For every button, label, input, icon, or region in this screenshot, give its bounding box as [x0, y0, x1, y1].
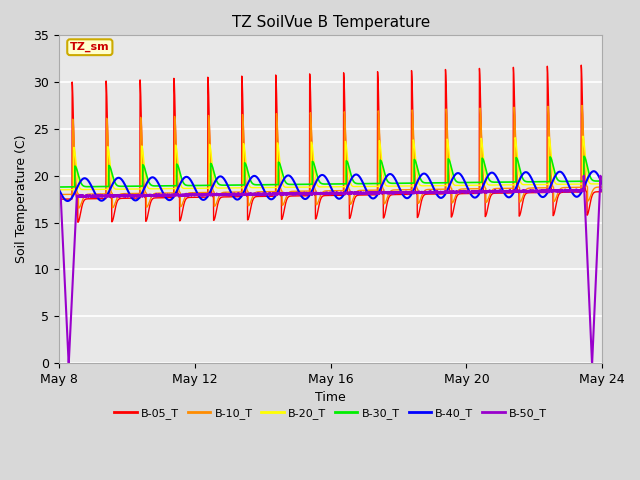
B-50_T	[417, 190, 425, 195]
Line: B-40_T: B-40_T	[59, 171, 602, 201]
B-20_T	[598, 181, 606, 187]
Line: B-10_T: B-10_T	[59, 106, 602, 208]
B-20_T	[406, 183, 414, 189]
B-40_T	[417, 172, 425, 178]
B-10_T	[406, 187, 414, 192]
B-10_T	[481, 183, 488, 189]
B-50_T	[55, 192, 63, 198]
B-50_T	[580, 173, 588, 179]
B-30_T	[598, 178, 606, 184]
B-30_T	[149, 183, 157, 189]
B-50_T	[457, 190, 465, 195]
B-05_T	[472, 191, 480, 196]
Legend: B-05_T, B-10_T, B-20_T, B-30_T, B-40_T, B-50_T: B-05_T, B-10_T, B-20_T, B-30_T, B-40_T, …	[110, 403, 552, 423]
B-30_T	[456, 180, 464, 185]
B-40_T	[55, 187, 63, 192]
B-20_T	[481, 165, 488, 170]
B-10_T	[55, 192, 63, 197]
B-10_T	[75, 205, 83, 211]
B-40_T	[472, 194, 480, 200]
B-05_T	[406, 192, 414, 197]
B-40_T	[590, 168, 598, 174]
B-10_T	[598, 184, 606, 190]
B-20_T	[456, 182, 464, 188]
B-10_T	[457, 186, 465, 192]
B-50_T	[598, 188, 606, 194]
B-20_T	[472, 182, 480, 188]
Line: B-50_T: B-50_T	[59, 176, 602, 363]
B-30_T	[580, 154, 588, 159]
B-30_T	[406, 180, 414, 186]
B-05_T	[598, 189, 606, 194]
B-05_T	[149, 196, 157, 202]
X-axis label: Time: Time	[316, 391, 346, 404]
B-10_T	[417, 194, 425, 200]
B-05_T	[457, 191, 465, 197]
B-20_T	[417, 183, 425, 189]
Text: TZ_sm: TZ_sm	[70, 42, 109, 52]
B-20_T	[579, 133, 587, 139]
B-40_T	[406, 193, 414, 199]
B-05_T	[55, 196, 63, 202]
B-50_T	[406, 190, 414, 196]
B-40_T	[457, 172, 465, 178]
B-30_T	[472, 180, 480, 185]
B-30_T	[55, 184, 63, 190]
B-50_T	[65, 360, 72, 366]
B-10_T	[578, 103, 586, 108]
Title: TZ SoilVue B Temperature: TZ SoilVue B Temperature	[232, 15, 430, 30]
B-50_T	[149, 192, 157, 198]
B-05_T	[417, 198, 425, 204]
Y-axis label: Soil Temperature (C): Soil Temperature (C)	[15, 135, 28, 264]
B-50_T	[472, 190, 480, 195]
B-50_T	[481, 189, 488, 194]
B-05_T	[481, 190, 488, 196]
B-20_T	[55, 187, 63, 192]
B-40_T	[598, 181, 606, 187]
B-40_T	[149, 174, 157, 180]
B-30_T	[417, 178, 425, 183]
B-05_T	[74, 219, 82, 225]
B-40_T	[64, 198, 72, 204]
Line: B-05_T: B-05_T	[59, 65, 602, 222]
B-10_T	[472, 186, 480, 192]
Line: B-30_T: B-30_T	[59, 156, 602, 187]
B-05_T	[577, 62, 585, 68]
B-10_T	[149, 192, 157, 198]
Line: B-20_T: B-20_T	[59, 136, 602, 190]
B-30_T	[481, 160, 488, 166]
B-20_T	[149, 186, 157, 192]
B-40_T	[481, 180, 488, 185]
